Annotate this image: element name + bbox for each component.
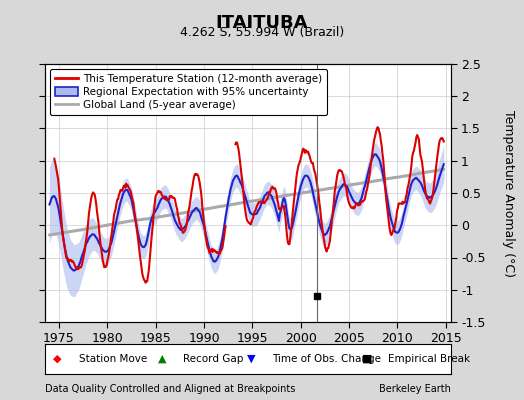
Text: Time of Obs. Change: Time of Obs. Change <box>272 354 381 364</box>
Text: ▼: ▼ <box>247 354 256 364</box>
Text: ◆: ◆ <box>53 354 62 364</box>
Text: Data Quality Controlled and Aligned at Breakpoints: Data Quality Controlled and Aligned at B… <box>45 384 295 394</box>
Text: 4.262 S, 55.994 W (Brazil): 4.262 S, 55.994 W (Brazil) <box>180 26 344 39</box>
Text: ▲: ▲ <box>158 354 167 364</box>
Text: ■: ■ <box>362 354 372 364</box>
Text: Berkeley Earth: Berkeley Earth <box>379 384 451 394</box>
Text: Empirical Break: Empirical Break <box>388 354 470 364</box>
Legend: This Temperature Station (12-month average), Regional Expectation with 95% uncer: This Temperature Station (12-month avera… <box>50 69 328 115</box>
Text: Record Gap: Record Gap <box>183 354 244 364</box>
Text: ITAITUBA: ITAITUBA <box>216 14 308 32</box>
Text: Station Move: Station Move <box>79 354 147 364</box>
Y-axis label: Temperature Anomaly (°C): Temperature Anomaly (°C) <box>502 110 515 276</box>
